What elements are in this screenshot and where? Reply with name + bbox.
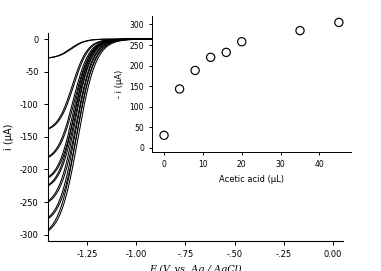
Point [239, 40, 245, 44]
Point [223, 50, 229, 54]
Point [297, 28, 303, 33]
Point [161, 133, 167, 137]
Y-axis label: - i (μA): - i (μA) [115, 70, 124, 98]
Point [192, 68, 198, 73]
X-axis label: Acetic acid (μL): Acetic acid (μL) [219, 175, 284, 184]
Point [176, 87, 182, 91]
Point [208, 55, 214, 60]
Y-axis label: i (μA): i (μA) [4, 124, 14, 150]
X-axis label: E (V, vs. Ag / AgCl): E (V, vs. Ag / AgCl) [149, 265, 242, 271]
Point [336, 20, 342, 25]
